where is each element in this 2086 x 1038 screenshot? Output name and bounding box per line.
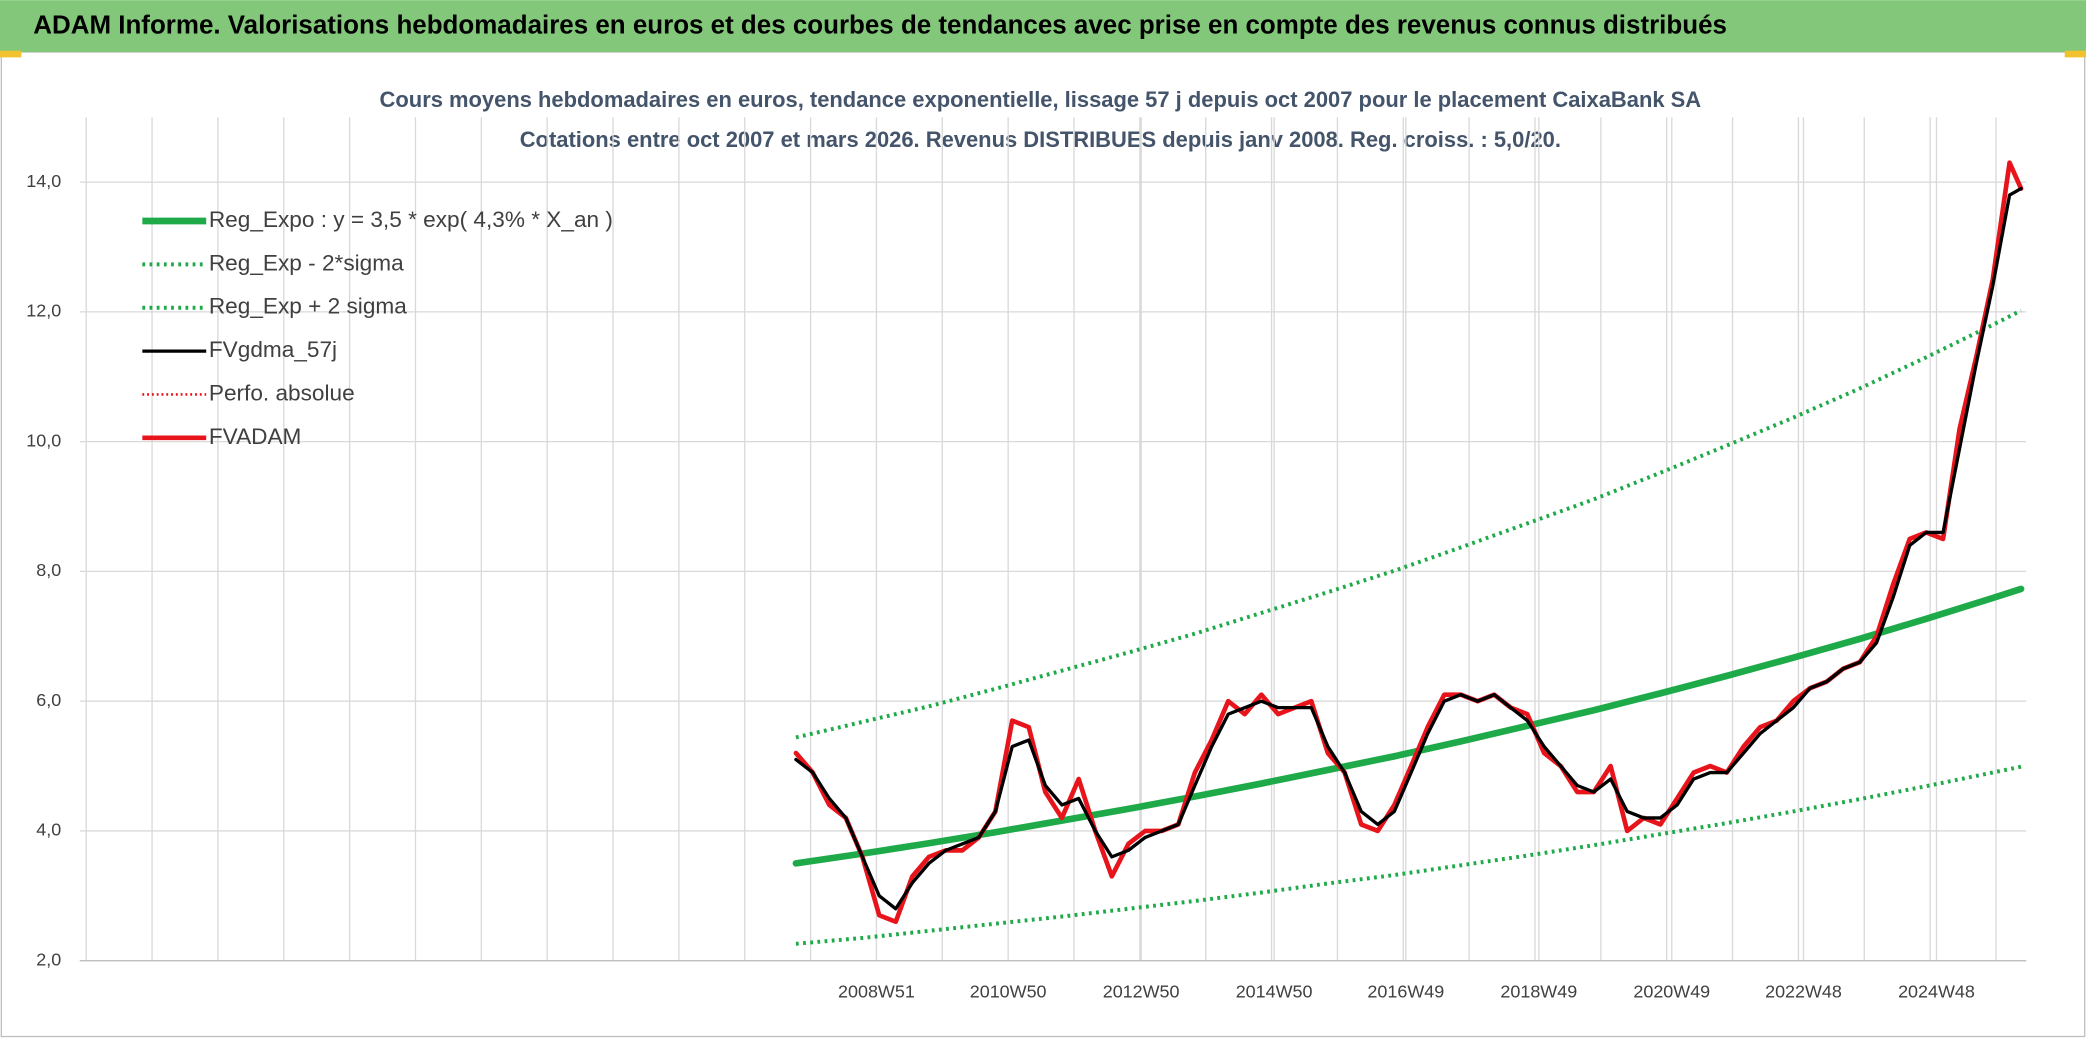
header-title: ADAM Informe. Valorisations hebdomadaire…: [33, 12, 1727, 40]
y-tick-label: 12,0: [26, 301, 61, 321]
y-tick-label: 4,0: [36, 820, 61, 840]
plot-lines: [792, 160, 2025, 946]
x-tick-label: 2014W50: [1236, 981, 1313, 1001]
x-tick-label: 2022W48: [1765, 981, 1842, 1001]
chart-subtitle: Cotations entre oct 2007 et mars 2026. R…: [520, 127, 1561, 152]
legend-label: FVgdma_57j: [209, 337, 337, 362]
legend-label: Reg_Expo : y = 3,5 * exp( 4,3% * X_an ): [209, 207, 613, 232]
x-tick-label: 2024W48: [1898, 981, 1975, 1001]
y-tick-label: 8,0: [36, 560, 61, 580]
y-tick-label: 2,0: [36, 949, 61, 969]
legend-label: Reg_Exp - 2*sigma: [209, 250, 404, 275]
x-tick-label: 2020W49: [1633, 981, 1710, 1001]
x-tick-label: 2010W50: [970, 981, 1047, 1001]
legend-label: Reg_Exp + 2 sigma: [209, 294, 407, 319]
series-line: [794, 186, 2023, 911]
x-tick-label: 2008W51: [838, 981, 915, 1001]
axes: 2,0 4,0 6,0 8,0 10,0 12,0 14,0 2008W51 2010W50 20…: [26, 171, 2027, 1001]
x-tick-label: 2018W49: [1500, 981, 1577, 1001]
legend-label: FVADAM: [209, 424, 302, 449]
corner-mark: [0, 50, 22, 58]
y-tick-label: 10,0: [26, 430, 61, 450]
chart-title: Cours moyens hebdomadaires en euros, ten…: [380, 87, 1702, 112]
series-line: [795, 308, 2022, 740]
series-line: [792, 585, 2025, 867]
corner-mark: [2064, 50, 2086, 58]
x-tick-label: 2016W49: [1367, 981, 1444, 1001]
x-tick-label: 2012W50: [1103, 981, 1180, 1001]
legend: Reg_Expo : y = 3,5 * exp( 4,3% * X_an ) R…: [142, 207, 613, 449]
y-tick-label: 14,0: [26, 171, 61, 191]
y-tick-label: 6,0: [36, 690, 61, 710]
header-band: [0, 0, 2086, 53]
legend-label: Perfo. absolue: [209, 380, 355, 405]
